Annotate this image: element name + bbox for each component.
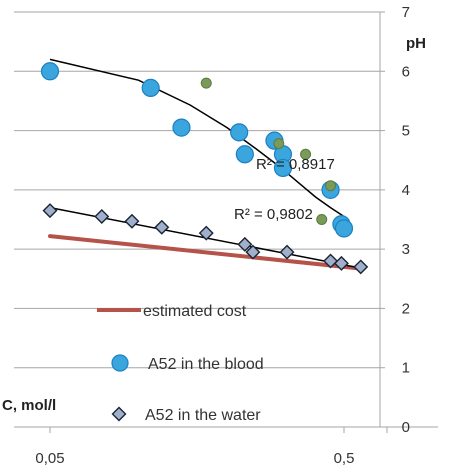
water-point [353, 259, 369, 275]
legend-label-blood: A52 in the blood [148, 356, 264, 373]
r2-label-linear: R² = 0,9802 [234, 206, 313, 223]
water-point [245, 244, 261, 260]
water-point [94, 209, 110, 225]
blood-point [273, 158, 293, 178]
water-point [154, 219, 170, 235]
blood-point [172, 118, 191, 137]
olive-point [273, 138, 285, 150]
r2-label-polynomial: R² = 0,8917 [256, 156, 335, 173]
x-tick-label: 0,5 [334, 450, 355, 467]
water-point [279, 244, 295, 260]
polynomial-trendline [49, 58, 345, 218]
water-point [198, 225, 214, 241]
blood-point [40, 62, 60, 81]
x-tick-label: 0,05 [35, 450, 64, 467]
grid-lines [14, 11, 380, 428]
blood-point [141, 78, 160, 97]
chart-labels: 0 1 2 3 4 5 6 7 0,05 0,5 pH C, mol/l R² = 0,8917 R² =… [2, 4, 426, 467]
data-marks [40, 62, 369, 275]
y-tick-label: 1 [402, 360, 410, 377]
water-point [237, 236, 253, 252]
axes [14, 11, 438, 433]
water-point [42, 203, 58, 219]
y-tick-label: 5 [402, 123, 410, 140]
y-tick-label: 2 [402, 300, 410, 317]
blood-point [230, 123, 249, 142]
water-point [333, 255, 349, 271]
y-axis-title: pH [406, 35, 426, 52]
legend-swatch-water [111, 406, 127, 422]
legend-label-water: A52 in the water [145, 407, 261, 424]
y-tick-label: 6 [402, 63, 410, 80]
blood-point [235, 145, 254, 164]
y-tick-label: 7 [402, 4, 410, 21]
legend-label-estimated-cost: estimated cost [143, 303, 247, 320]
olive-point [300, 148, 312, 160]
y-tick-label: 0 [402, 419, 410, 436]
blood-point [334, 219, 354, 238]
x-axis-title: C, mol/l [2, 397, 56, 414]
legend: estimated cost A52 in the blood A52 in the… [97, 303, 264, 424]
y-tick-label: 4 [402, 182, 410, 199]
y-tick-label: 3 [402, 241, 410, 258]
water-point [323, 253, 339, 269]
olive-point [200, 77, 212, 89]
water-point [124, 213, 140, 229]
olive-point [316, 214, 328, 225]
olive-point [325, 180, 337, 192]
estimated-cost-line [48, 234, 359, 271]
legend-swatch-blood [111, 354, 129, 372]
